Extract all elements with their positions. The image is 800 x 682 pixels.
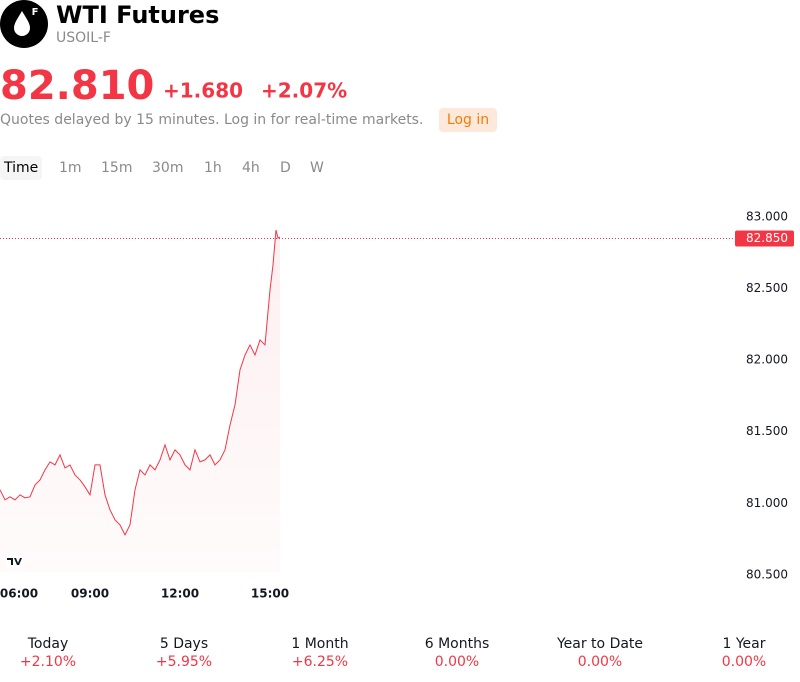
- interval-tab[interactable]: D: [280, 160, 291, 176]
- tv-logo: [6, 554, 22, 568]
- interval-tab[interactable]: 4h: [242, 160, 260, 176]
- interval-tab[interactable]: Time: [3, 160, 38, 176]
- period-label[interactable]: 5 Days: [160, 636, 208, 652]
- period-change[interactable]: 0.00%: [435, 654, 479, 670]
- x-tick-label: 06:00: [0, 587, 38, 601]
- y-tick-label: 82.000: [746, 353, 788, 367]
- period-label[interactable]: 1 Month: [291, 636, 348, 652]
- x-tick-label: 12:00: [161, 587, 199, 601]
- y-tick-label: 81.000: [746, 496, 788, 510]
- last-price-label: 82.850: [746, 231, 788, 245]
- performance-row: Today +2.10% 5 Days +5.95% 1 Month +6.25% 6 Mo…: [20, 636, 766, 670]
- symbol: USOIL-F: [56, 30, 111, 46]
- period-change[interactable]: 0.00%: [722, 654, 766, 670]
- price: 82.810: [0, 63, 154, 109]
- interval-tab[interactable]: 30m: [152, 160, 183, 176]
- title: WTI Futures: [56, 1, 219, 29]
- period-change[interactable]: +5.95%: [156, 654, 212, 670]
- y-tick-label: 81.500: [746, 424, 788, 438]
- change-percent: +2.07%: [261, 79, 347, 103]
- drop-icon: [14, 11, 30, 36]
- y-tick-label: 82.500: [746, 281, 788, 295]
- interval-tab[interactable]: 1m: [59, 160, 82, 176]
- interval-tab[interactable]: 1h: [204, 160, 222, 176]
- icon-badge: F: [32, 7, 39, 18]
- login-label[interactable]: Log in: [447, 112, 489, 128]
- price-area: [0, 230, 280, 572]
- period-label[interactable]: 1 Year: [723, 636, 766, 652]
- chart: 80.500 81.000 81.500 82.000 82.500 83.000 06:0…: [0, 209, 794, 601]
- logo-mark: [7, 558, 22, 565]
- period-change[interactable]: +2.10%: [20, 654, 76, 670]
- x-tick-label: 09:00: [71, 587, 109, 601]
- change: +1.680: [163, 79, 243, 103]
- y-tick-label: 83.000: [746, 209, 788, 223]
- period-label[interactable]: 6 Months: [425, 636, 490, 652]
- period-change[interactable]: +6.25%: [292, 654, 348, 670]
- interval-tab[interactable]: 15m: [101, 160, 132, 176]
- interval-selected[interactable]: [0, 156, 42, 180]
- period-change[interactable]: 0.00%: [578, 654, 622, 670]
- last-price-box: [735, 230, 794, 247]
- x-tick-label: 15:00: [251, 587, 289, 601]
- y-tick-label: 80.500: [746, 567, 788, 581]
- delay-note: Quotes delayed by 15 minutes. Log in for…: [0, 112, 423, 128]
- price-line: [0, 229, 281, 537]
- interval-bar: Time 1m 15m 30m 1h 4h D W: [0, 156, 324, 180]
- login-button[interactable]: [439, 108, 497, 132]
- period-label[interactable]: Year to Date: [556, 636, 643, 652]
- period-label[interactable]: Today: [27, 636, 69, 652]
- interval-tab[interactable]: W: [310, 160, 324, 176]
